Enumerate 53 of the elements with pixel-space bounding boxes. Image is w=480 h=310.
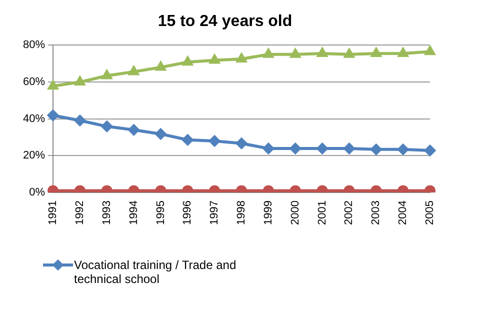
x-tick-label: 1994 — [128, 200, 140, 226]
x-tick-label: 2005 — [424, 200, 436, 226]
x-tick-label: 1995 — [154, 200, 167, 226]
x-tick-label: 1993 — [100, 200, 113, 226]
x-tick-label: 2003 — [370, 200, 382, 226]
point — [74, 115, 86, 126]
point — [370, 144, 382, 155]
point — [317, 48, 328, 57]
x-tick-label: 2000 — [289, 200, 302, 226]
x-tick-label: 1996 — [182, 200, 194, 226]
point — [424, 185, 436, 193]
x-tick-label: 2001 — [316, 200, 328, 226]
point — [128, 66, 139, 76]
point — [156, 62, 166, 71]
point — [290, 143, 301, 154]
point — [262, 143, 274, 154]
x-tick-label: 1998 — [236, 200, 248, 226]
point — [210, 54, 220, 64]
point — [182, 134, 194, 146]
point — [290, 48, 300, 58]
point — [74, 76, 85, 86]
point — [371, 48, 382, 57]
point — [236, 138, 248, 149]
point — [209, 135, 220, 146]
point — [155, 128, 166, 140]
point — [102, 70, 112, 80]
point — [316, 143, 328, 154]
point — [182, 56, 193, 66]
point — [398, 144, 409, 155]
point — [425, 46, 435, 56]
x-tick-label: 2004 — [397, 200, 410, 226]
point — [48, 80, 58, 90]
point — [48, 110, 59, 121]
point — [344, 143, 355, 154]
legend-label: Vocational training / Trade and technical school — [74, 258, 238, 286]
y-tick-label: 0% — [29, 186, 46, 199]
x-tick-label: 1997 — [208, 200, 221, 226]
x-tick-label: 2002 — [343, 200, 356, 226]
point — [236, 54, 246, 63]
point — [128, 124, 140, 136]
point — [424, 145, 436, 156]
y-tick-label: 20% — [22, 150, 46, 162]
x-tick-label: 1992 — [74, 200, 86, 226]
y-tick-label: 60% — [22, 76, 46, 88]
point — [344, 48, 354, 58]
y-tick-label: 40% — [22, 112, 46, 125]
point — [101, 120, 112, 132]
x-tick-label: 1999 — [262, 200, 274, 226]
point — [263, 48, 274, 58]
point — [398, 48, 408, 57]
y-tick-label: 80% — [22, 39, 46, 52]
chart-title: 15 to 24 years old — [158, 13, 292, 30]
x-tick-label: 1991 — [47, 200, 60, 226]
